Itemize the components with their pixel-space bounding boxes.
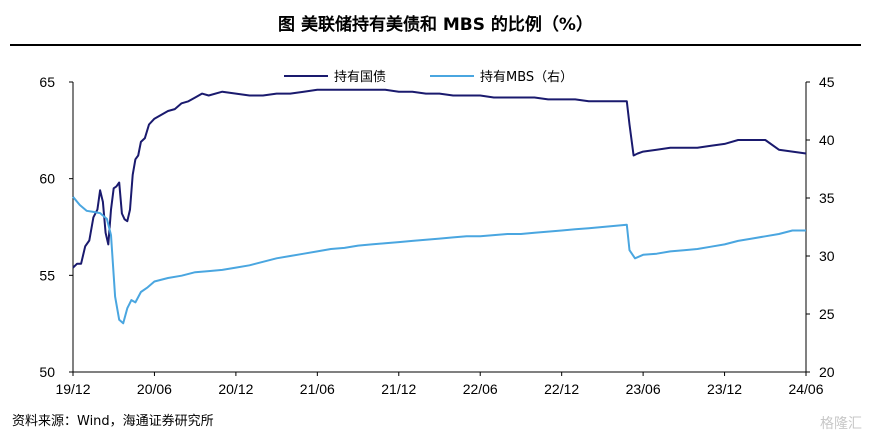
x-tick-label: 21/12	[381, 381, 416, 397]
x-tick-label: 20/06	[137, 381, 172, 397]
y-left-tick-label: 65	[39, 74, 55, 90]
x-tick-label: 21/06	[300, 381, 335, 397]
y-right-tick-label: 25	[819, 306, 835, 322]
y-right-tick-label: 30	[819, 248, 835, 264]
source-note: 资料来源：Wind，海通证券研究所	[12, 414, 214, 429]
y-left-tick-label: 60	[39, 171, 55, 187]
legend: 持有国债 持有MBS（右）	[284, 70, 573, 85]
y-right-tick-label: 40	[819, 132, 835, 148]
series-line-mbs	[72, 196, 806, 325]
legend-label: 持有MBS（右）	[480, 70, 573, 85]
watermark: 格隆汇	[820, 416, 862, 432]
y-right-tick-label: 20	[819, 364, 835, 380]
title-divider	[10, 44, 861, 46]
x-tick-label: 20/12	[218, 381, 253, 397]
x-tick-label: 23/06	[626, 381, 661, 397]
x-tick-label: 22/12	[544, 381, 579, 397]
x-tick-label: 22/06	[463, 381, 498, 397]
y-left-tick-label: 55	[39, 267, 55, 283]
y-left-tick-label: 50	[39, 364, 55, 380]
x-tick-label: 24/06	[788, 381, 823, 397]
series-lines	[72, 88, 807, 325]
x-tick-label: 23/12	[707, 381, 742, 397]
chart-title: 图 美联储持有美债和 MBS 的比例（%）	[278, 15, 593, 35]
x-tick-label: 19/12	[55, 381, 90, 397]
axes: 50 55 60 65 20 25 30 35 40 45 19/12 20/06 20/12 21/06…	[39, 74, 834, 397]
y-right-tick-label: 35	[819, 190, 835, 206]
y-right-tick-label: 45	[819, 74, 835, 90]
series-line-treasury	[72, 88, 807, 269]
legend-label: 持有国债	[334, 70, 386, 85]
